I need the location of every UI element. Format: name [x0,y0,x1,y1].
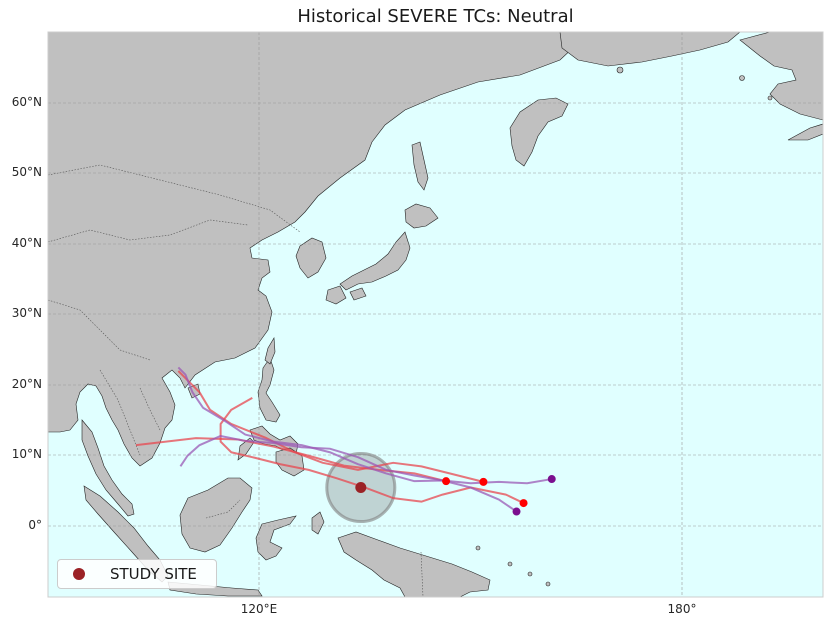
land-kamchatka [509,97,569,167]
lon-label-180: 180° [667,602,697,616]
lat-label-20n: 20°N [11,377,42,391]
border-line [139,387,161,431]
tc-genesis-point-5 [512,507,521,516]
land-shikoku [349,287,367,301]
tc-genesis-point-3 [519,499,528,508]
tc-genesis-point-2 [479,477,488,486]
study-site-marker [355,482,367,494]
country-borders [48,164,424,597]
land-islet [767,95,773,101]
land-asia-mainland [48,32,591,467]
land-luzon [257,357,281,423]
lat-label-40n: 40°N [11,236,42,250]
land-islet [616,66,624,74]
land-chukotka [559,32,741,67]
land-korea [295,237,327,279]
lat-label-0: 0° [28,518,42,532]
lat-label-30n: 30°N [11,306,42,320]
land-kyushu [325,285,347,305]
lat-label-60n: 60°N [11,95,42,109]
legend-study-site-marker [73,568,85,580]
land-alaska-peninsula [787,123,823,141]
legend: STUDY SITE [57,559,217,589]
lon-label-120e: 120°E [240,602,278,616]
border-line [48,219,249,243]
land-alaska [739,32,823,121]
border-line [205,499,241,519]
border-line [48,164,301,233]
lat-label-10n: 10°N [11,447,42,461]
map-title: Historical SEVERE TCs: Neutral [297,6,574,27]
tc-tracks [135,366,552,513]
land-islet [527,571,533,577]
tc-track-5 [179,434,518,513]
tc-track-2 [177,370,484,483]
lat-label-50n: 50°N [11,165,42,179]
tc-genesis-point-4 [547,475,556,484]
land-sakhalin [411,141,429,191]
map-frame [47,31,824,598]
tc-track-3 [219,396,525,504]
land-islet [507,561,513,567]
land-islet [545,581,551,587]
land-honshu [339,231,411,291]
land-taiwan [264,337,276,365]
land-islet [475,545,481,551]
gridlines [48,32,823,597]
border-line [99,369,141,456]
land-sulawesi [255,515,297,561]
land-hokkaido [404,203,439,229]
tc-genesis-point-1 [442,477,451,486]
legend-study-site-label: STUDY SITE [110,565,197,583]
tc-genesis-points [442,475,556,516]
land-new-guinea [337,531,491,597]
border-line [48,299,151,361]
land-halmahera [311,511,325,535]
land-malay-peninsula [81,419,135,517]
land-islet [739,75,745,81]
